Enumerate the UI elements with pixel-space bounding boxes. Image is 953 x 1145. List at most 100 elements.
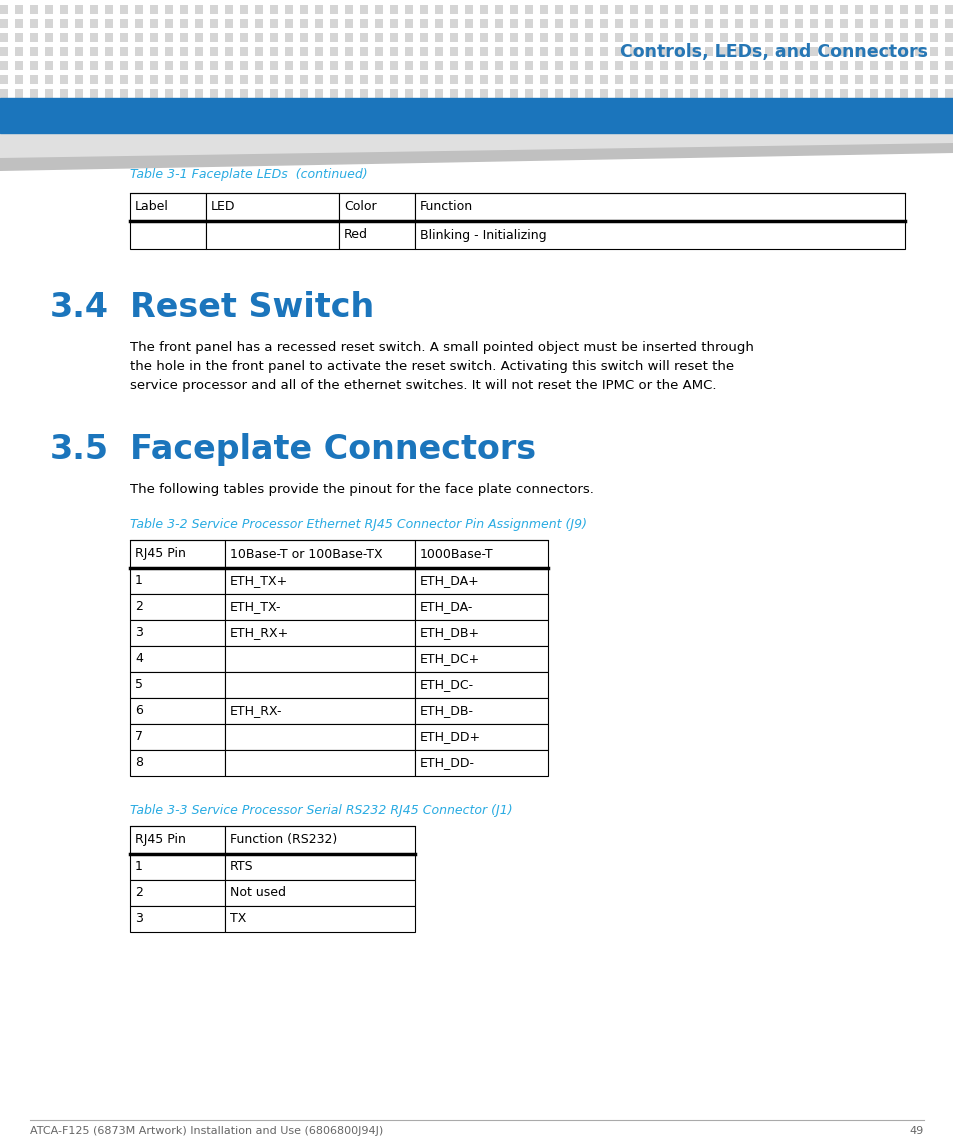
Bar bbox=[105, 47, 112, 56]
Bar bbox=[105, 5, 112, 14]
Bar bbox=[780, 76, 787, 84]
Bar bbox=[675, 76, 682, 84]
Bar bbox=[569, 89, 578, 98]
Bar bbox=[15, 33, 23, 42]
Bar bbox=[359, 61, 368, 70]
Bar bbox=[210, 33, 218, 42]
Bar bbox=[90, 76, 98, 84]
Bar bbox=[90, 89, 98, 98]
Bar bbox=[584, 33, 593, 42]
Text: Controls, LEDs, and Connectors: Controls, LEDs, and Connectors bbox=[619, 44, 927, 61]
Bar bbox=[450, 33, 457, 42]
Bar bbox=[0, 19, 8, 27]
Bar bbox=[30, 5, 38, 14]
Bar bbox=[314, 61, 323, 70]
Bar bbox=[75, 33, 83, 42]
Bar bbox=[314, 33, 323, 42]
Bar bbox=[345, 89, 353, 98]
Text: 1: 1 bbox=[135, 861, 143, 874]
Bar bbox=[555, 47, 562, 56]
Bar bbox=[840, 47, 847, 56]
Bar bbox=[929, 5, 937, 14]
Bar bbox=[45, 89, 53, 98]
Bar bbox=[644, 89, 652, 98]
Bar bbox=[405, 19, 413, 27]
Bar bbox=[225, 76, 233, 84]
Bar bbox=[675, 19, 682, 27]
Bar bbox=[15, 76, 23, 84]
Bar bbox=[405, 33, 413, 42]
Bar bbox=[659, 89, 667, 98]
Polygon shape bbox=[0, 133, 953, 158]
Bar bbox=[479, 5, 488, 14]
Bar bbox=[180, 89, 188, 98]
Bar bbox=[165, 89, 172, 98]
Bar bbox=[45, 33, 53, 42]
Bar bbox=[704, 76, 712, 84]
Bar bbox=[130, 854, 225, 881]
Bar bbox=[510, 5, 517, 14]
Bar bbox=[539, 33, 547, 42]
Text: ETH_DD+: ETH_DD+ bbox=[419, 731, 480, 743]
Bar bbox=[824, 89, 832, 98]
Bar bbox=[330, 33, 337, 42]
Bar bbox=[599, 19, 607, 27]
Bar bbox=[450, 5, 457, 14]
Bar bbox=[914, 33, 923, 42]
Bar bbox=[415, 646, 547, 672]
Bar bbox=[794, 5, 802, 14]
Bar bbox=[479, 89, 488, 98]
Text: ETH_DB+: ETH_DB+ bbox=[419, 626, 479, 640]
Bar bbox=[720, 33, 727, 42]
Bar bbox=[135, 33, 143, 42]
Bar bbox=[225, 89, 233, 98]
Text: ETH_TX-: ETH_TX- bbox=[230, 600, 281, 614]
Bar bbox=[599, 76, 607, 84]
Bar bbox=[675, 5, 682, 14]
Bar bbox=[15, 5, 23, 14]
Bar bbox=[314, 47, 323, 56]
Bar bbox=[206, 221, 338, 248]
Bar bbox=[90, 5, 98, 14]
Text: 2: 2 bbox=[135, 600, 143, 614]
Bar bbox=[405, 76, 413, 84]
Bar bbox=[854, 33, 862, 42]
Bar bbox=[734, 19, 742, 27]
Bar bbox=[734, 47, 742, 56]
Bar bbox=[450, 61, 457, 70]
Bar bbox=[780, 19, 787, 27]
Bar bbox=[780, 47, 787, 56]
Bar bbox=[510, 89, 517, 98]
Bar bbox=[390, 19, 397, 27]
Bar bbox=[899, 47, 907, 56]
Bar bbox=[0, 98, 953, 133]
Text: Blinking - Initializing: Blinking - Initializing bbox=[419, 229, 546, 242]
Bar bbox=[60, 33, 68, 42]
Bar bbox=[599, 47, 607, 56]
Bar bbox=[359, 76, 368, 84]
Text: 3.4: 3.4 bbox=[50, 291, 109, 324]
Text: 8: 8 bbox=[135, 757, 143, 769]
Bar bbox=[45, 5, 53, 14]
Bar bbox=[539, 61, 547, 70]
Bar bbox=[644, 33, 652, 42]
Bar bbox=[899, 76, 907, 84]
Bar bbox=[30, 33, 38, 42]
Bar bbox=[165, 61, 172, 70]
Bar bbox=[464, 19, 473, 27]
Bar bbox=[225, 724, 415, 750]
Bar bbox=[299, 33, 308, 42]
Bar bbox=[569, 5, 578, 14]
Bar bbox=[734, 89, 742, 98]
Bar bbox=[644, 47, 652, 56]
Bar bbox=[270, 76, 277, 84]
Bar bbox=[338, 221, 415, 248]
Bar bbox=[150, 61, 158, 70]
Bar bbox=[495, 5, 502, 14]
Bar bbox=[130, 221, 206, 248]
Bar bbox=[210, 47, 218, 56]
Bar bbox=[914, 89, 923, 98]
Bar bbox=[659, 76, 667, 84]
Bar bbox=[30, 61, 38, 70]
Bar bbox=[584, 19, 593, 27]
